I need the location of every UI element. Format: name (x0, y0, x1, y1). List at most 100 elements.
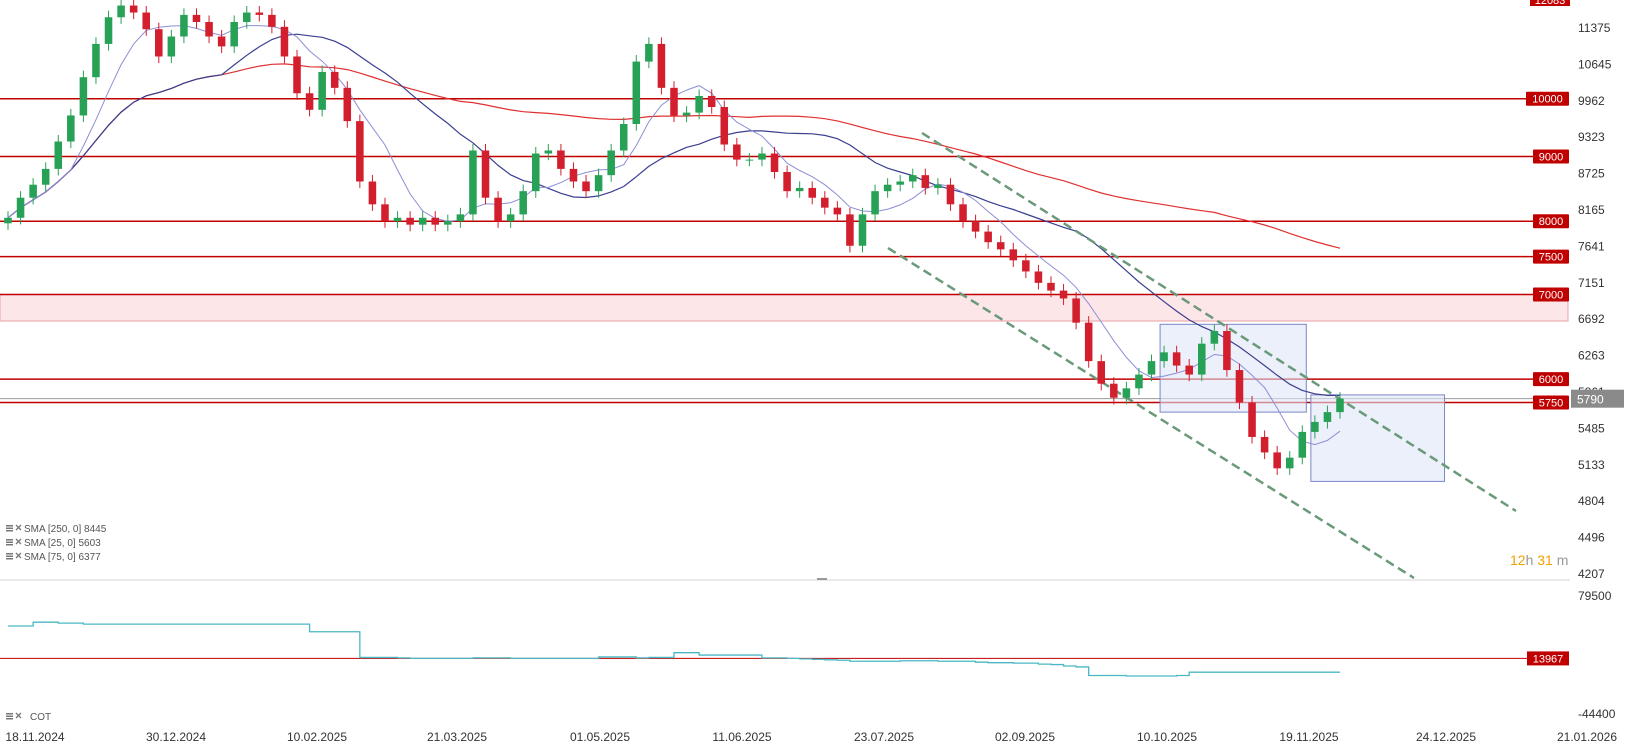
candle[interactable] (1122, 381, 1131, 405)
candle[interactable] (934, 178, 942, 195)
candle[interactable] (1047, 276, 1055, 298)
candle[interactable] (971, 214, 980, 239)
candle[interactable] (54, 134, 63, 176)
candle[interactable] (280, 20, 289, 64)
legend-close-icon[interactable] (15, 524, 22, 531)
candle[interactable] (1185, 359, 1193, 382)
candle[interactable] (481, 143, 490, 205)
cot-close-icon[interactable] (15, 712, 22, 719)
candle[interactable] (1147, 354, 1156, 382)
candle[interactable] (330, 65, 339, 95)
candle[interactable] (368, 174, 377, 211)
candle[interactable] (431, 211, 440, 232)
candle[interactable] (1022, 253, 1030, 279)
candle[interactable] (1034, 264, 1043, 290)
candle[interactable] (129, 0, 138, 20)
candle[interactable] (255, 5, 264, 22)
candle[interactable] (594, 168, 603, 198)
candle[interactable] (695, 89, 703, 120)
candle[interactable] (959, 197, 967, 228)
candle[interactable] (544, 143, 553, 161)
candle[interactable] (1059, 284, 1068, 306)
candle[interactable] (167, 29, 176, 64)
pane-resize-handle[interactable] (817, 578, 827, 580)
candle[interactable] (783, 165, 791, 198)
candle[interactable] (984, 225, 992, 249)
cot-line[interactable] (8, 621, 1340, 677)
candle[interactable] (469, 143, 477, 222)
candle[interactable] (720, 100, 729, 152)
candle[interactable] (205, 15, 213, 44)
candle[interactable] (519, 184, 527, 222)
candle[interactable] (217, 29, 226, 54)
candle[interactable] (846, 207, 854, 253)
candle[interactable] (582, 174, 590, 198)
candle[interactable] (871, 184, 879, 222)
candle[interactable] (117, 0, 125, 24)
candle[interactable] (305, 86, 314, 117)
candle[interactable] (532, 146, 540, 198)
candle[interactable] (1110, 377, 1118, 405)
candle[interactable] (418, 211, 427, 232)
candle[interactable] (4, 211, 12, 230)
candle[interactable] (758, 146, 766, 167)
candle[interactable] (821, 191, 829, 215)
candle[interactable] (858, 207, 867, 253)
candle[interactable] (557, 143, 565, 176)
candle[interactable] (795, 181, 804, 198)
candle[interactable] (682, 106, 691, 123)
candle[interactable] (192, 8, 201, 29)
candle[interactable] (444, 214, 452, 232)
cot-legend[interactable]: COT (6, 712, 51, 723)
candle[interactable] (883, 178, 892, 198)
candle[interactable] (356, 114, 364, 189)
channel-lower-line[interactable] (887, 246, 1415, 580)
candle[interactable] (406, 211, 414, 232)
candle[interactable] (381, 197, 389, 228)
legend-close-icon[interactable] (15, 538, 22, 545)
candle[interactable] (1260, 430, 1269, 460)
candle[interactable] (67, 108, 75, 149)
candle[interactable] (707, 89, 716, 114)
consolidation-box-1[interactable] (1159, 323, 1307, 413)
candle[interactable] (318, 65, 326, 117)
candle[interactable] (1084, 316, 1093, 368)
candle[interactable] (506, 207, 515, 228)
candle[interactable] (268, 8, 276, 34)
candle[interactable] (908, 168, 917, 189)
candle[interactable] (833, 201, 842, 222)
candle[interactable] (155, 22, 163, 64)
legend-item[interactable]: SMA [75, 0] 6377 (6, 552, 101, 563)
candle[interactable] (1285, 451, 1294, 475)
candle[interactable] (1323, 405, 1332, 429)
candle[interactable] (569, 162, 578, 189)
candle[interactable] (343, 81, 352, 128)
candle[interactable] (632, 55, 641, 131)
candle[interactable] (79, 70, 88, 123)
candle[interactable] (745, 153, 754, 167)
candle[interactable] (770, 146, 779, 179)
candle[interactable] (92, 37, 100, 84)
candle[interactable] (657, 37, 666, 95)
candle[interactable] (1336, 392, 1344, 419)
candle[interactable] (16, 191, 25, 225)
candle[interactable] (1210, 324, 1219, 351)
candle[interactable] (1135, 368, 1143, 395)
candle[interactable] (733, 137, 741, 167)
candle[interactable] (293, 49, 301, 100)
channel-upper-line[interactable] (921, 131, 1517, 513)
candle[interactable] (230, 15, 238, 54)
candle[interactable] (921, 168, 930, 195)
candle[interactable] (1223, 324, 1231, 377)
candle[interactable] (670, 81, 678, 123)
legend-item[interactable]: SMA [25, 0] 5603 (6, 538, 101, 549)
candle[interactable] (494, 191, 502, 228)
legend-close-icon[interactable] (15, 552, 22, 559)
candle[interactable] (1198, 337, 1206, 382)
candle[interactable] (393, 211, 402, 228)
candle[interactable] (1172, 345, 1181, 373)
candle[interactable] (1097, 354, 1106, 391)
candle[interactable] (104, 10, 113, 51)
candle[interactable] (1009, 242, 1018, 267)
sma-75-line[interactable] (7, 33, 1340, 396)
